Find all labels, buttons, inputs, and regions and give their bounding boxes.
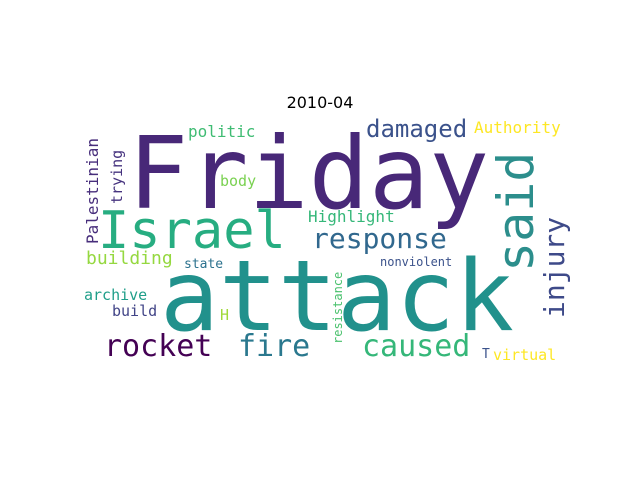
word-highlight: Highlight xyxy=(308,207,395,226)
word-nonviolent: nonviolent xyxy=(380,255,452,269)
word-response: response xyxy=(312,222,447,255)
word-body: body xyxy=(220,172,256,190)
word-build: build xyxy=(112,302,157,320)
word-state: state xyxy=(184,257,223,272)
word-trying: trying xyxy=(108,150,126,204)
word-fire: fire xyxy=(238,329,310,364)
word-h: H xyxy=(220,306,229,324)
word-friday: Friday xyxy=(128,115,489,232)
word-politic: politic xyxy=(188,122,255,141)
word-attack: attack xyxy=(160,240,514,354)
word-said: said xyxy=(487,152,545,272)
word-t: T xyxy=(482,347,490,362)
word-injury: injury xyxy=(538,217,571,318)
word-israel: Israel xyxy=(98,201,286,261)
word-rocket: rocket xyxy=(104,329,212,364)
word-damaged: damaged xyxy=(366,115,467,143)
word-building: building xyxy=(86,248,173,269)
word-authority: Authority xyxy=(474,118,561,137)
word-palestinian: Palestinian xyxy=(83,138,102,244)
word-archive: archive xyxy=(84,286,147,304)
word-resistance: resistance xyxy=(331,272,345,344)
cloud-title: 2010-04 xyxy=(286,93,354,112)
word-caused: caused xyxy=(362,329,470,364)
word-virtual: virtual xyxy=(493,346,556,364)
